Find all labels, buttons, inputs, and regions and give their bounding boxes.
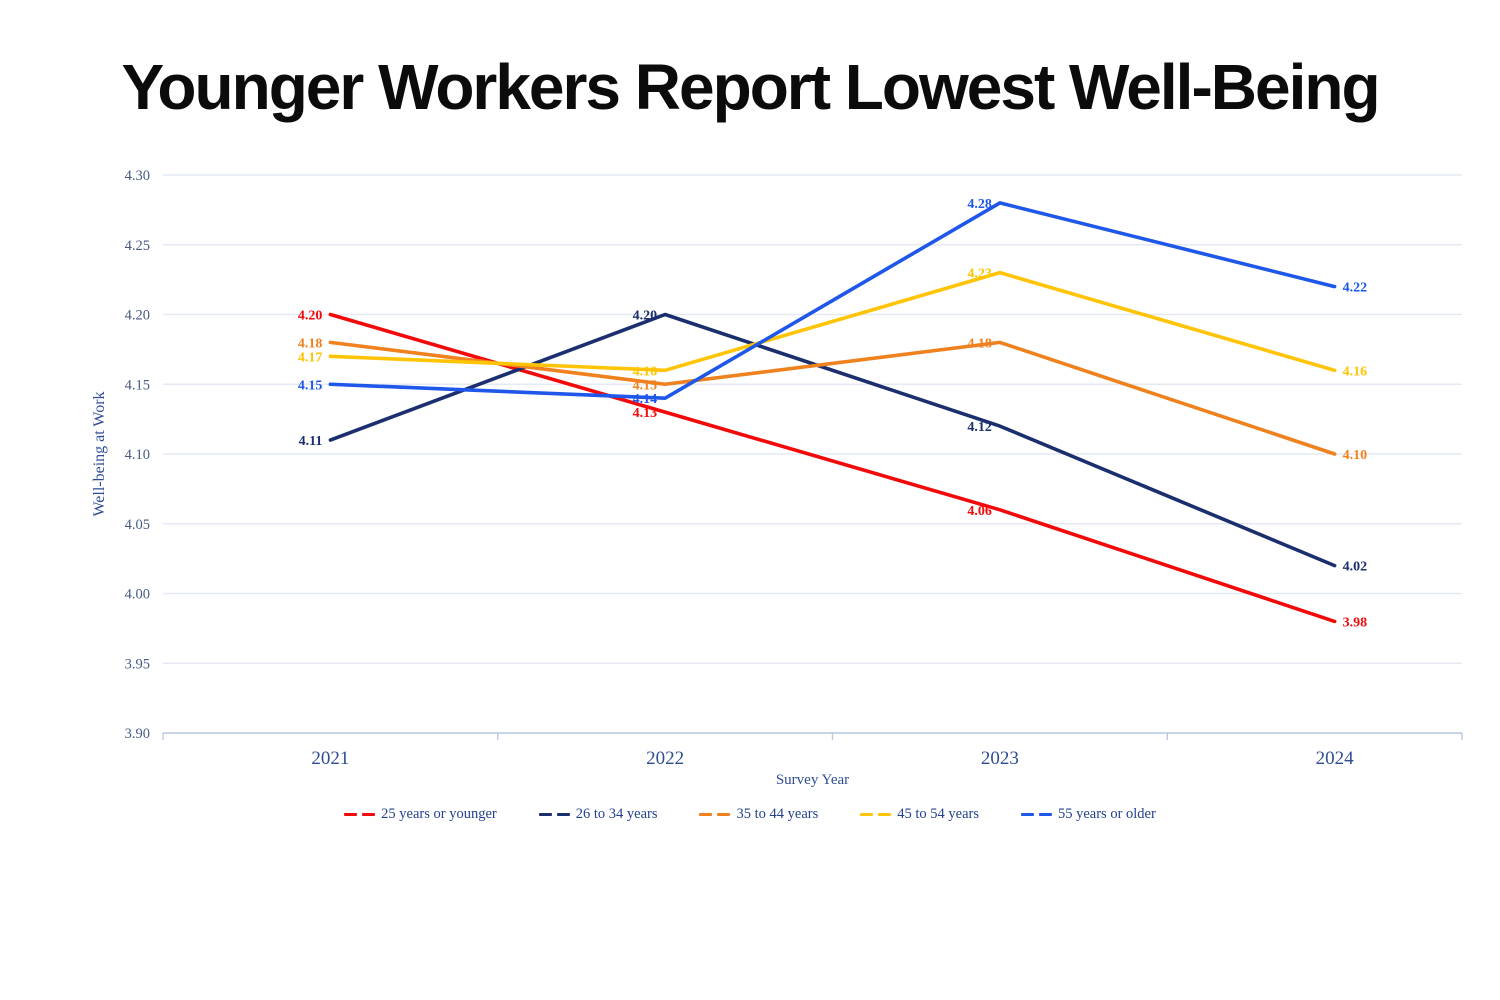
legend-item: 26 to 34 years	[538, 806, 658, 823]
y-tick-label: 4.10	[125, 447, 150, 463]
legend-dash	[1020, 812, 1034, 817]
legend-item: 45 to 54 years	[860, 806, 979, 823]
x-tick-label: 2022	[646, 748, 684, 769]
legend-label: 35 to 44 years	[736, 806, 819, 822]
y-tick-label: 3.95	[125, 656, 150, 672]
legend-label: 26 to 34 years	[575, 806, 658, 822]
data-label: 4.10	[1343, 448, 1368, 463]
y-axis-title: Well-being at Work	[91, 391, 108, 517]
y-tick-label: 4.15	[125, 377, 150, 393]
series-line-2	[328, 312, 1337, 568]
y-tick-label: 4.20	[125, 308, 150, 324]
legend-item: 25 years or younger	[344, 806, 497, 823]
data-label: 4.20	[298, 309, 323, 324]
legend-label: 55 years or older	[1057, 806, 1156, 822]
legend-label: 45 to 54 years	[897, 806, 979, 822]
series-line-4	[328, 270, 1337, 373]
data-label: 4.23	[967, 267, 992, 282]
y-tick-label: 4.25	[125, 238, 150, 254]
data-label: 3.98	[1343, 615, 1368, 630]
legend: 25 years or younger 26 to 34 years 35 to 4…	[0, 806, 1500, 823]
data-label: 4.22	[1343, 281, 1368, 296]
x-tick-label: 2021	[311, 748, 349, 769]
legend-dash	[538, 812, 552, 817]
legend-dash	[1038, 812, 1052, 817]
y-tick-label: 4.30	[125, 168, 150, 184]
legend-dash-marker-icon	[538, 812, 570, 817]
legend-dash	[699, 812, 713, 817]
legend-dash	[344, 812, 358, 817]
x-tick-label: 2023	[981, 748, 1019, 769]
legend-item: 55 years or older	[1020, 806, 1156, 823]
data-label: 4.16	[1343, 364, 1368, 379]
data-label: 4.18	[967, 336, 992, 351]
data-label: 4.13	[633, 406, 658, 421]
y-tick-label: 4.00	[125, 587, 150, 603]
data-label: 4.06	[967, 504, 992, 519]
y-tick-label: 3.90	[125, 726, 150, 742]
data-label: 4.28	[967, 197, 992, 212]
legend-dash	[362, 812, 376, 817]
data-label: 4.16	[633, 364, 658, 379]
chart-title: Younger Workers Report Lowest Well-Being	[121, 51, 1380, 123]
data-label: 4.15	[298, 378, 323, 393]
legend-dash-marker-icon	[1020, 812, 1052, 817]
data-label: 4.14	[633, 392, 658, 407]
legend-dash-marker-icon	[699, 812, 731, 817]
y-tick-label: 4.05	[125, 517, 150, 533]
data-label: 4.11	[299, 434, 323, 449]
data-label: 4.15	[633, 378, 658, 393]
legend-dash	[860, 812, 874, 817]
data-label: 4.17	[298, 350, 323, 365]
legend-dash-marker-icon	[344, 812, 376, 817]
legend-label: 25 years or younger	[381, 806, 497, 822]
legend-item: 35 to 44 years	[699, 806, 818, 823]
x-tick-label: 2024	[1316, 748, 1355, 769]
data-label: 4.02	[1343, 560, 1368, 575]
legend-dash	[556, 812, 570, 817]
series-line-5	[328, 201, 1337, 401]
legend-dash	[717, 812, 731, 817]
legend-dash	[878, 812, 892, 817]
data-label: 4.20	[633, 309, 658, 324]
legend-dash-marker-icon	[860, 812, 892, 817]
data-label: 4.12	[967, 420, 992, 435]
x-axis-title: Survey Year	[775, 772, 850, 788]
data-label: 4.18	[298, 336, 323, 351]
